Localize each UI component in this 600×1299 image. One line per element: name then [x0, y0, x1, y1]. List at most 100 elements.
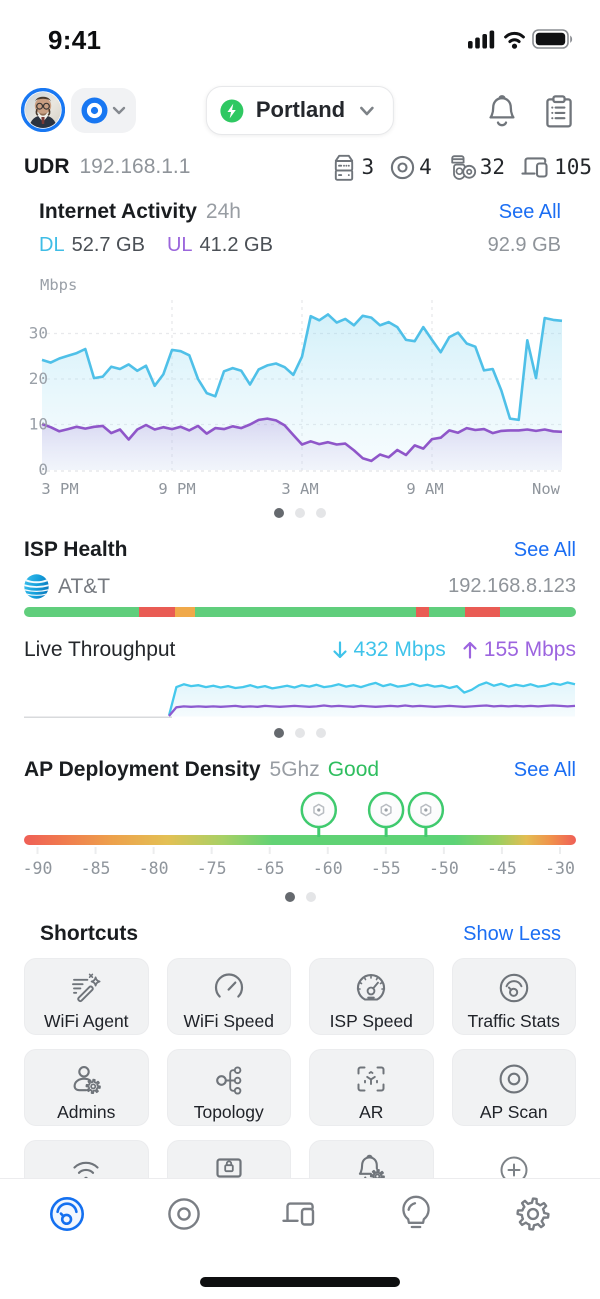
notifications-button[interactable]	[483, 93, 521, 131]
tab-devices-icon	[164, 1194, 204, 1234]
topology-icon-svg	[215, 1066, 242, 1095]
svg-text:10: 10	[29, 415, 48, 434]
internet-activity-page-dots[interactable]	[0, 508, 600, 518]
device-count-gateway: 3	[330, 153, 374, 182]
isp-health-dot-1[interactable]	[295, 728, 305, 738]
ar-icon	[352, 1061, 390, 1097]
tab-list	[9, 1192, 591, 1236]
gateway-icon	[330, 153, 358, 182]
chevron-down-icon-svg	[112, 106, 126, 115]
shortcut-wifi-agent[interactable]: WiFi Agent	[24, 958, 149, 1035]
total-value: 92.9 GB	[487, 234, 561, 256]
att-globe-icon-svg	[24, 574, 49, 599]
site-switcher[interactable]	[71, 88, 136, 133]
activity-log-button[interactable]	[540, 93, 578, 131]
svg-text:-55: -55	[371, 859, 401, 878]
upload-value: 155 Mbps	[483, 638, 576, 661]
internet-activity-chart[interactable]: Mbps 0 10 20 30 3 PM 9 PM 3 AM 9 AM Now	[0, 0, 600, 500]
device-count-access-point: 4	[389, 154, 432, 181]
internet-activity-title: Internet Activity	[39, 200, 197, 223]
shortcut-ar[interactable]: AR	[309, 1049, 434, 1126]
arrow-up-icon	[463, 641, 477, 659]
wifi-agent-icon	[67, 970, 105, 1006]
shortcuts-title: Shortcuts	[40, 922, 139, 945]
tab-clients[interactable]	[242, 1192, 358, 1236]
isp-health-page-dots[interactable]	[0, 728, 600, 738]
shortcut-label: Topology	[193, 1102, 264, 1122]
device-summary-row: UDR 192.168.1.1 3 4 32 105	[24, 152, 592, 182]
att-globe-icon	[24, 574, 49, 599]
shortcut-traffic-stats[interactable]: Traffic Stats	[451, 958, 576, 1035]
shortcuts-toggle[interactable]: Show Less	[463, 923, 561, 945]
console-name: Portland	[255, 96, 346, 122]
ar-icon-svg	[357, 1066, 385, 1092]
internet-activity-period: 24h	[205, 200, 241, 223]
svg-text:Now: Now	[532, 480, 561, 498]
isp-health-see-all[interactable]: See All	[513, 539, 576, 561]
tab-insights-icon	[396, 1194, 436, 1234]
isp-health-dot-0[interactable]	[274, 728, 284, 738]
avatar[interactable]	[21, 88, 65, 132]
traffic-stats-icon-svg	[499, 973, 528, 1003]
internet-activity-dot-0[interactable]	[274, 508, 284, 518]
client-devices-icon-svg	[521, 156, 548, 178]
device-count-camera-devices: 32	[447, 154, 505, 181]
internet-activity-dot-2[interactable]	[316, 508, 326, 518]
isp-health-dot-2[interactable]	[316, 728, 326, 738]
tab-insights[interactable]	[358, 1192, 474, 1236]
ap-density-chart[interactable]: -90 -85 -80 -75 -65 -60 -55 -50 -45 -30	[0, 0, 600, 910]
svg-text:3 AM: 3 AM	[281, 480, 318, 498]
count-value: 105	[554, 155, 592, 179]
shortcut-label: Admins	[57, 1102, 116, 1122]
home-indicator[interactable]	[200, 1277, 400, 1287]
status-icons-svg	[468, 29, 573, 49]
provider-name: AT&T	[58, 574, 111, 598]
ap-density-status: Good	[327, 758, 380, 781]
console-selector[interactable]: Portland	[205, 86, 395, 135]
internet-activity-see-all[interactable]: See All	[498, 201, 561, 223]
svg-text:-30: -30	[545, 859, 575, 878]
unifi-site-icon	[81, 97, 108, 124]
lightning-shield-icon-svg	[220, 99, 244, 122]
battery-icon	[532, 29, 573, 49]
download-throughput: 432 Mbps	[332, 638, 446, 662]
access-point-icon	[389, 154, 416, 181]
wifi-speed-icon-svg	[214, 973, 243, 998]
svg-text:Mbps: Mbps	[40, 276, 77, 294]
tab-settings[interactable]	[475, 1192, 591, 1236]
device-counts: 3 4 32 105	[330, 153, 592, 182]
ap-marker[interactable]	[300, 791, 338, 837]
svg-text:9 AM: 9 AM	[406, 480, 443, 498]
shortcut-ap-scan[interactable]: AP Scan	[451, 1049, 576, 1126]
tab-devices[interactable]	[125, 1192, 241, 1236]
ap-scan-icon	[495, 1061, 533, 1097]
shortcut-topology[interactable]: Topology	[166, 1049, 291, 1126]
ap-marker[interactable]	[367, 791, 405, 837]
ap-density-dot-0[interactable]	[284, 892, 295, 902]
health-segment	[428, 607, 465, 617]
ap-marker[interactable]	[407, 791, 445, 837]
ap-density-dot-1[interactable]	[305, 892, 316, 902]
live-throughput-chart[interactable]	[0, 0, 600, 760]
tab-settings-icon	[513, 1194, 553, 1234]
svg-text:9 PM: 9 PM	[158, 480, 195, 498]
ap-density-see-all[interactable]: See All	[513, 759, 576, 781]
device-model: UDR	[24, 155, 70, 178]
health-segment	[194, 607, 417, 617]
count-value: 4	[419, 155, 432, 179]
health-segment	[416, 607, 429, 617]
tab-insights-icon-svg	[402, 1195, 431, 1229]
isp-health-title: ISP Health	[24, 538, 128, 561]
ap-density-page-dots[interactable]	[0, 892, 600, 902]
gateway-icon-svg	[335, 154, 354, 181]
avatar-svg	[21, 88, 65, 132]
shortcut-wifi-speed[interactable]: WiFi Speed	[166, 958, 291, 1035]
isp-provider-row: AT&T 192.168.8.123	[24, 574, 576, 599]
tab-wifi[interactable]	[9, 1192, 125, 1236]
internet-activity-dot-1[interactable]	[295, 508, 305, 518]
dl-value: 52.7 GB	[71, 234, 145, 256]
shortcut-isp-speed[interactable]: ISP Speed	[309, 958, 434, 1035]
shortcut-admins[interactable]: Admins	[24, 1049, 149, 1126]
isp-speed-icon	[352, 970, 390, 1006]
